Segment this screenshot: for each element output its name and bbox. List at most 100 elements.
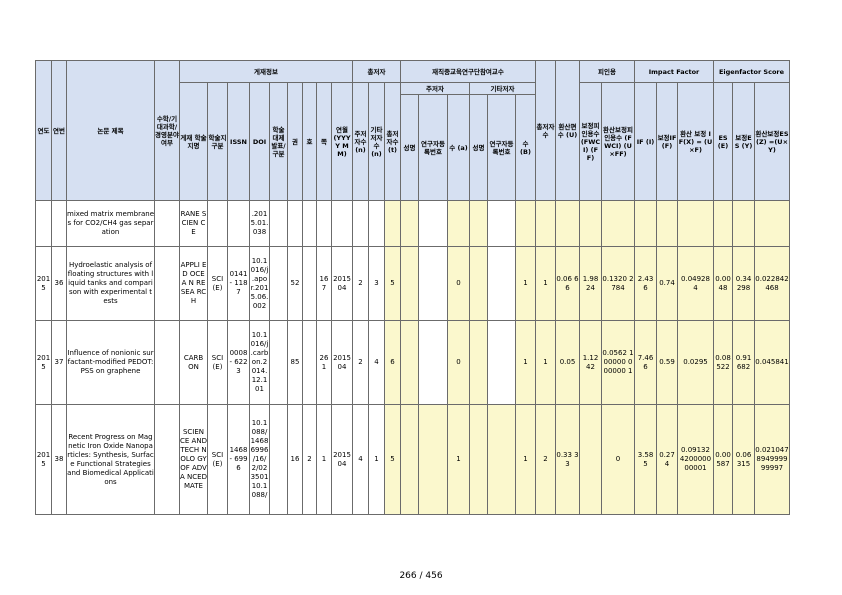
cell-es-adj: 0.34 298 <box>735 274 752 292</box>
cell-category: SCI(E) <box>211 450 224 468</box>
col-index: 학술대제발표/구분 <box>271 125 286 158</box>
table-row: 2015 36 Hydroelastic analysis of floatin… <box>35 246 790 321</box>
cell-fwci: 1.98 24 <box>582 274 599 292</box>
cell-es: 0.00 587 <box>715 450 731 468</box>
col-if-conv: 환산 보정 IF(X) = (U×F) <box>678 129 713 154</box>
cell-page: 16 7 <box>319 274 329 292</box>
research-papers-table: 연도 연번 논문 제목 수학/기대과학/경영분야여부 게재정보 총저자 재직중교… <box>35 60 790 515</box>
cell-co-n: 1 <box>523 279 528 287</box>
cell-fwci: 1.12 42 <box>582 353 599 371</box>
group-faculty: 재직중교육연구단참여교수 <box>432 67 504 76</box>
cell-es-conv: 0.021047 8949999 99997 <box>755 446 789 472</box>
cell-journal: APPLI ED OCEA N RESEA RCH <box>180 261 207 305</box>
cell-journal: CARB ON <box>183 353 204 371</box>
cell-if-conv: 0.09132 4200000 00001 <box>679 446 712 472</box>
cell-issn: 1468 - 6996 <box>229 446 248 472</box>
cell-doi: 10.1 016/j .carb on.2 014. 12.1 01 <box>250 331 269 393</box>
cell-main-n: 0 <box>456 279 461 287</box>
cell-es-adj: 0.06 315 <box>735 450 752 468</box>
cell-doi: 10.1 016/j .apo r.201 5.06. 002 <box>250 256 269 310</box>
col-fwci: 보정피인용수 (FWCI) (FF) <box>580 121 601 162</box>
cell-main-n: 1 <box>456 455 461 463</box>
table-row: mixed matrix membranes for CO2/CH4 gas s… <box>35 200 790 247</box>
cell-total: 5 <box>390 279 395 287</box>
cell-category: SCI(E) <box>211 274 224 292</box>
subgroup-co-author: 기타저자 <box>490 84 515 93</box>
col-co-reg: 연구자등록번호 <box>489 139 514 156</box>
group-eigenfactor: Eigenfactor Score <box>718 67 785 76</box>
col-journal: 게재 학술지명 <box>180 133 207 150</box>
cell-title: Recent Progress on Magnetic Iron Oxide N… <box>67 432 154 486</box>
col-no: 연번 <box>53 126 65 135</box>
cell-vol: 85 <box>290 358 300 366</box>
col-total-count: 총저자수 (t) <box>386 129 399 154</box>
group-citation: 피인용 <box>598 67 616 76</box>
col-es-conv: 환산보정ES(Z) =(U×Y) <box>755 129 789 154</box>
cell-if: 3.58 5 <box>637 450 654 468</box>
cell-year: 2015 <box>36 450 51 468</box>
cell-main: 2 <box>358 279 363 287</box>
cell-main-n: 0 <box>456 358 461 366</box>
cell-if-conv: 0.0295 <box>683 358 708 366</box>
cell-other: 3 <box>374 279 379 287</box>
col-total-faculty: 총저자수 <box>536 122 555 139</box>
col-page: 쪽 <box>321 137 327 146</box>
table-row: 2015 37 Influence of nonionic surfactant… <box>35 320 790 405</box>
cell-if-adj: 0.59 <box>659 358 675 366</box>
cell-title: Influence of nonionic surfactant-modifie… <box>67 349 154 375</box>
col-converted: 환산편수 (U) <box>557 122 578 139</box>
group-pub-info: 게재정보 <box>254 67 278 76</box>
cell-title: Hydroelastic analysis of floating struct… <box>67 261 154 305</box>
col-issn: ISSN <box>230 137 247 146</box>
col-doi: DOI <box>252 137 267 146</box>
cell-co-n: 1 <box>523 455 528 463</box>
col-category: 학술지구분 <box>208 133 227 150</box>
cell-issn: 0141 - 1187 <box>229 270 248 296</box>
table-row: 2015 38 Recent Progress on Magnetic Iron… <box>35 404 790 515</box>
cell-other: 1 <box>374 455 379 463</box>
cell-total: 6 <box>390 358 395 366</box>
cell-date: 2015 04 <box>333 353 351 371</box>
col-main-count: 주저자수 (n) <box>354 129 367 154</box>
group-authors: 총저자 <box>367 67 386 76</box>
col-if: IF (I) <box>636 137 655 146</box>
cell-if-adj: 0.74 <box>659 279 675 287</box>
cell-total-faculty: 1 <box>543 358 548 366</box>
col-vol: 권 <box>292 137 298 146</box>
col-main-reg: 연구자등록번호 <box>421 139 445 156</box>
cell-es: 0.08 522 <box>715 353 731 371</box>
cell-other: 4 <box>374 358 379 366</box>
group-impact-factor: Impact Factor <box>648 67 700 76</box>
subgroup-main-author: 주저자 <box>426 84 444 93</box>
cell-no: 36 <box>54 279 64 287</box>
cell-vol: 16 <box>290 455 300 463</box>
col-issue: 호 <box>306 137 313 146</box>
cell-conv-fwci: 0 <box>615 455 621 463</box>
col-date: 연월 (YYYY MM) <box>333 125 351 158</box>
cell-co-n: 1 <box>523 358 528 366</box>
cell-no: 38 <box>54 455 64 463</box>
cell-conv-fwci: 0.0562 100000 000000 1 <box>602 349 634 375</box>
cell-journal: SCIEN CE AND TECH NOLO GY OF ADVA NCED M… <box>180 428 207 490</box>
cell-conv-fwci: 0.1320 2784 <box>602 274 634 292</box>
cell-es: 0.00 48 <box>715 274 731 292</box>
cell-year: 2015 <box>36 274 51 292</box>
cell-if-conv: 0.04928 4 <box>681 274 710 292</box>
cell-total-faculty: 2 <box>543 455 548 463</box>
cell-es-conv: 0.045841 <box>755 358 789 366</box>
cell-date: 2015 04 <box>333 450 351 468</box>
col-main-name: 성명 <box>403 143 416 152</box>
col-other-count: 기타저자수 (n) <box>370 125 383 158</box>
cell-es-conv: 0.022842 468 <box>755 274 789 292</box>
col-es-adj: 보정ES (Y) <box>734 133 753 150</box>
col-year: 연도 <box>37 126 50 135</box>
page-number: 266 / 456 <box>399 571 443 581</box>
cell-issn: 0008 - 6223 <box>229 349 248 375</box>
cell-converted: 0.06 66 <box>556 274 579 292</box>
col-title: 논문 제목 <box>97 126 124 135</box>
cell-vol: 52 <box>290 279 300 287</box>
cell-es-adj: 0.91 682 <box>735 353 752 371</box>
cell-main: 2 <box>358 358 363 366</box>
cell-main: 4 <box>358 455 363 463</box>
cell-journal: RANE SCIEN CE <box>180 210 207 236</box>
